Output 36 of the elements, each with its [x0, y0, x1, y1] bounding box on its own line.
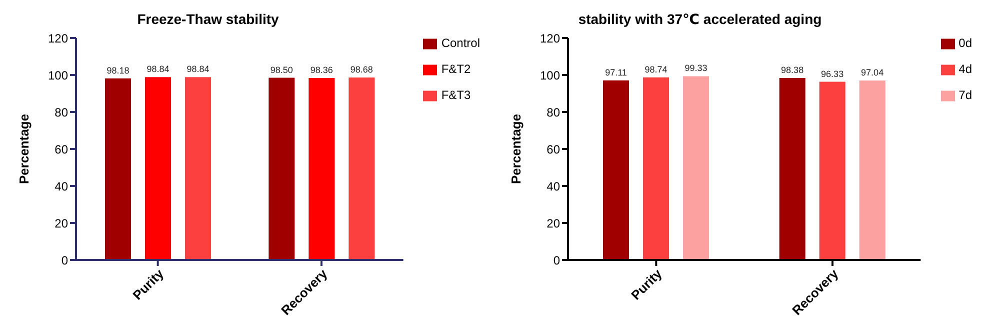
- y-tick-label: 20: [546, 216, 560, 230]
- text: 96.33: [821, 68, 844, 79]
- y-tick-label: 120: [540, 31, 560, 46]
- text: 98.38: [781, 64, 804, 75]
- y-tick-label: 100: [48, 68, 68, 82]
- y-tick-label: 0: [553, 253, 560, 268]
- legend-label: F&T2: [441, 62, 471, 76]
- legend-label: 4d: [958, 62, 972, 76]
- y-tick-label: 100: [540, 68, 560, 82]
- chart-title: Freeze-Thaw stability: [136, 10, 280, 29]
- y-tick-label: 0: [61, 253, 68, 268]
- text: 98.18: [106, 65, 130, 76]
- text: 99.33: [684, 63, 708, 74]
- y-tick-label: 40: [54, 179, 68, 194]
- chart-title: stability with 37℃ accelerated aging: [577, 10, 823, 29]
- y-axis-title: Percentage: [16, 114, 32, 184]
- y-axis-title: Percentage: [508, 114, 524, 184]
- legend-label: 0d: [958, 36, 972, 50]
- text: 97.04: [861, 67, 884, 78]
- y-tick-label: 20: [54, 216, 68, 230]
- text: 98.84: [186, 64, 210, 74]
- y-tick-label: 80: [54, 105, 68, 120]
- legend-label: 7d: [958, 88, 972, 102]
- y-tick-label: 40: [546, 179, 560, 194]
- text: 98.36: [310, 65, 333, 76]
- y-tick-label: 60: [54, 142, 68, 156]
- text: 98.50: [270, 64, 293, 75]
- text: 97.11: [605, 67, 627, 78]
- text: 98.74: [644, 64, 668, 74]
- text: 98.84: [146, 64, 170, 74]
- text: 98.68: [350, 64, 373, 74]
- legend-label: Control: [441, 36, 480, 50]
- y-tick-label: 60: [546, 142, 560, 156]
- y-tick-label: 120: [48, 31, 68, 46]
- legend-label: F&T3: [441, 88, 471, 102]
- y-tick-label: 80: [546, 105, 560, 120]
